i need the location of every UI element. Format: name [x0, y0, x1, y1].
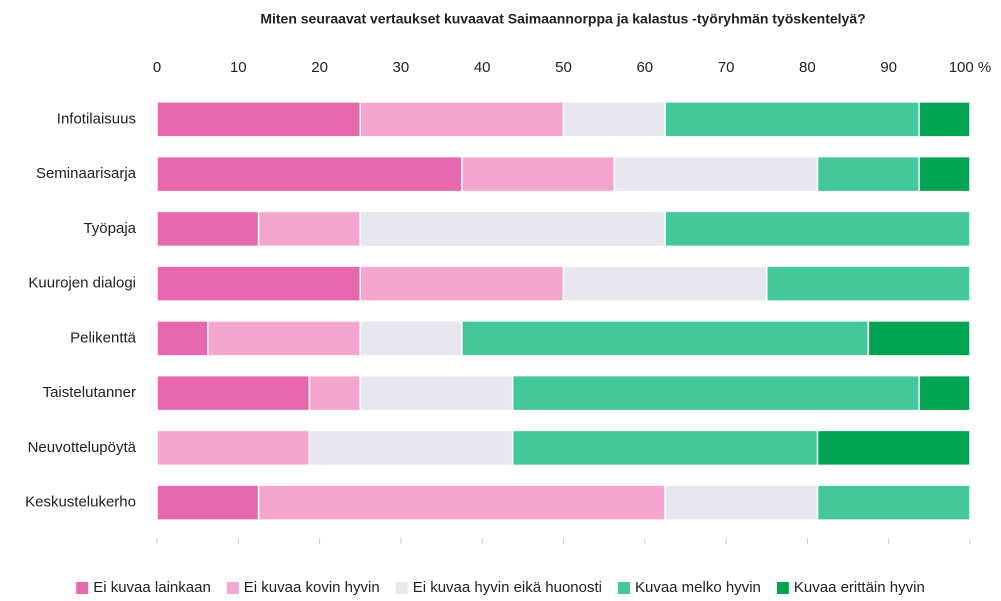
bar-segment — [613, 155, 819, 193]
bar-segment — [816, 484, 971, 521]
y-tick-label: Neuvottelupöytä — [28, 439, 137, 456]
bar-segment — [156, 265, 361, 302]
x-tick-label: 40 — [474, 59, 491, 76]
y-tick-label: Infotilaisuus — [57, 110, 136, 127]
x-tick-label: 90 — [880, 59, 897, 76]
x-tick-label: 80 — [799, 59, 816, 76]
x-tick-label: 100 % — [949, 59, 992, 76]
legend-swatch — [76, 582, 89, 594]
x-tick-label: 60 — [636, 59, 653, 76]
chart-title: Miten seuraavat vertaukset kuvaavat Saim… — [260, 11, 865, 27]
bar-segment — [156, 101, 361, 138]
x-tick-label: 30 — [393, 59, 410, 76]
y-tick-label: Kuurojen dialogi — [28, 275, 136, 292]
y-tick-label: Työpaja — [83, 220, 136, 237]
bar-segment — [156, 320, 209, 357]
bar-segment — [918, 155, 971, 193]
y-tick-label: Seminaarisarja — [36, 165, 137, 182]
legend-swatch — [226, 582, 239, 594]
legend-swatch — [776, 582, 789, 594]
legend-swatch — [617, 582, 630, 594]
bar-segment — [664, 484, 819, 521]
bar-segment — [511, 374, 920, 412]
bar-segment — [156, 429, 311, 467]
bar-segment — [664, 101, 920, 138]
bar-segment — [918, 101, 971, 138]
bar-segment — [257, 210, 361, 248]
legend-label: Ei kuvaa kovin hyvin — [244, 579, 380, 596]
bar-segment — [156, 210, 260, 248]
y-tick-label: Taistelutanner — [43, 384, 136, 401]
bar-segment — [156, 155, 463, 193]
bar-segment — [766, 265, 971, 302]
legend-label: Kuvaa melko hyvin — [635, 579, 761, 596]
bar-segment — [359, 101, 565, 138]
legend-label: Kuvaa erittäin hyvin — [794, 579, 925, 596]
bar-segment — [156, 484, 260, 521]
bar-segment — [308, 429, 514, 467]
bar-segment — [461, 320, 870, 357]
x-tick-label: 10 — [230, 59, 247, 76]
x-tick-label: 0 — [153, 59, 161, 76]
legend-label: Ei kuvaa hyvin eikä huonosti — [413, 579, 602, 596]
y-tick-label: Keskustelukerho — [25, 494, 136, 511]
bar-segment — [461, 155, 616, 193]
bar-segment — [359, 374, 514, 412]
bar-segment — [664, 210, 971, 248]
y-tick-label: Pelikenttä — [70, 329, 137, 346]
legend-swatch — [395, 582, 408, 594]
bar-segment — [511, 429, 819, 467]
bar-segment — [207, 320, 361, 357]
bar-segment — [562, 101, 666, 138]
x-tick-label: 70 — [718, 59, 735, 76]
bar-segment — [918, 374, 971, 412]
bar-segment — [359, 210, 666, 248]
bar-segment — [359, 265, 565, 302]
bar-segment — [359, 320, 463, 357]
bar-segment — [156, 374, 311, 412]
x-tick-label: 20 — [311, 59, 328, 76]
bar-segment — [816, 155, 920, 193]
bar-segment — [867, 320, 971, 357]
x-tick-label: 50 — [555, 59, 572, 76]
bar-segment — [257, 484, 666, 521]
legend-label: Ei kuvaa lainkaan — [93, 579, 211, 596]
legend: Ei kuvaa lainkaan Ei kuvaa kovin hyvin Ei … — [76, 579, 925, 596]
bar-segment — [816, 429, 971, 467]
bar-segment — [308, 374, 361, 412]
bar-segment — [562, 265, 768, 302]
